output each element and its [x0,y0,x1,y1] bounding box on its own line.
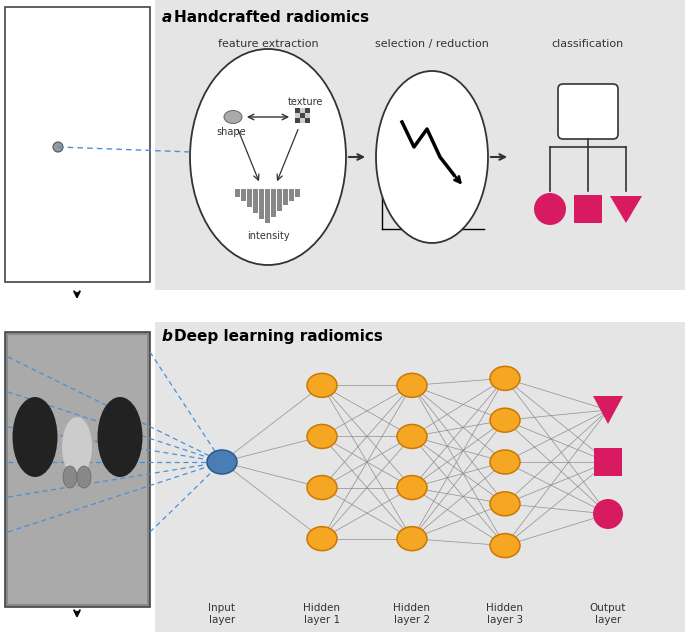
Text: Output
layer: Output layer [590,603,626,625]
Text: selection / reduction: selection / reduction [375,39,489,49]
Bar [305,118,310,123]
Bar [265,189,270,223]
Ellipse shape [376,71,488,243]
Bar [289,189,294,201]
Polygon shape [593,396,623,424]
Ellipse shape [397,476,427,499]
Bar [300,113,305,118]
Circle shape [53,142,63,152]
Ellipse shape [397,527,427,550]
Bar [8,335,147,604]
FancyBboxPatch shape [558,84,618,139]
Ellipse shape [63,466,77,488]
Text: classification: classification [552,39,624,49]
Ellipse shape [490,408,520,432]
Bar [295,118,300,123]
Bar [241,189,246,201]
Bar [247,189,252,207]
Text: a: a [162,10,172,25]
Ellipse shape [97,397,142,477]
Bar [283,189,288,205]
Bar [259,189,264,219]
Text: Hidden
layer 1: Hidden layer 1 [303,603,340,625]
Ellipse shape [490,492,520,516]
Bar [5,332,150,607]
Ellipse shape [490,534,520,557]
Polygon shape [610,196,642,223]
Ellipse shape [490,366,520,390]
Ellipse shape [224,110,242,124]
Text: feature extraction: feature extraction [218,39,319,49]
Ellipse shape [397,424,427,448]
Text: intensity: intensity [247,231,289,241]
Text: Deep learning radiomics: Deep learning radiomics [174,329,383,344]
Ellipse shape [62,417,92,477]
Text: Hidden
layer 2: Hidden layer 2 [393,603,430,625]
Text: Input
layer: Input layer [208,603,236,625]
Circle shape [534,193,566,225]
Circle shape [593,499,623,529]
Text: Handcrafted radiomics: Handcrafted radiomics [174,10,369,25]
Bar [271,189,276,217]
Bar [305,108,310,113]
Bar [300,118,305,123]
Bar [5,7,150,282]
Ellipse shape [207,450,237,474]
Bar [594,448,622,476]
Bar [253,189,258,213]
Text: Hidden
layer 3: Hidden layer 3 [486,603,523,625]
Ellipse shape [490,450,520,474]
Bar [295,189,300,197]
Ellipse shape [397,373,427,397]
Bar [295,108,300,113]
Text: texture: texture [287,97,323,107]
Ellipse shape [307,527,337,550]
Ellipse shape [307,424,337,448]
Bar [574,195,602,223]
Ellipse shape [190,49,346,265]
Ellipse shape [12,397,58,477]
Bar [235,189,240,197]
Ellipse shape [77,466,91,488]
Ellipse shape [307,373,337,397]
Text: b: b [162,329,173,344]
Bar [155,322,685,632]
Bar [305,113,310,118]
Ellipse shape [307,476,337,499]
Bar [155,0,685,290]
Text: shape: shape [216,127,246,137]
Bar [295,113,300,118]
Bar [277,189,282,211]
Bar [300,108,305,113]
